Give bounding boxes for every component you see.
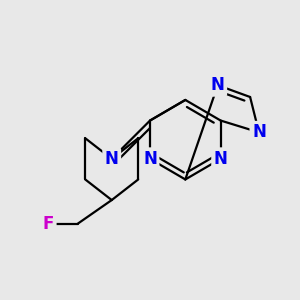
Text: F: F <box>43 214 54 232</box>
Text: N: N <box>252 123 266 141</box>
Text: N: N <box>211 76 225 94</box>
Text: N: N <box>105 150 119 168</box>
Text: N: N <box>143 150 157 168</box>
Text: N: N <box>214 150 228 168</box>
